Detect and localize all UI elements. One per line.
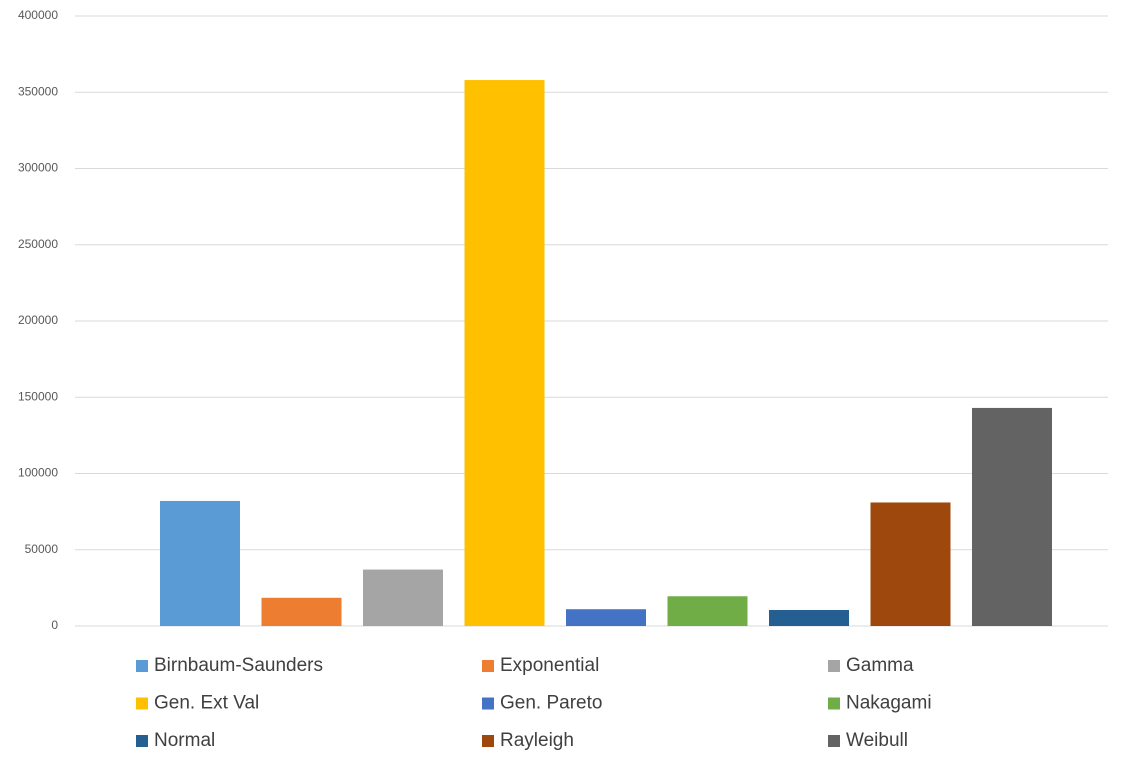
legend-swatch [828,735,840,747]
y-tick-label: 150000 [18,389,58,403]
y-tick-label: 350000 [18,84,58,98]
bar [363,569,443,626]
bar [261,597,342,626]
legend-label: Normal [154,730,215,751]
y-tick-label: 200000 [18,313,58,327]
legend-swatch [828,660,840,672]
legend-label: Gamma [846,655,914,676]
bar [870,502,951,626]
legend-label: Rayleigh [500,730,574,751]
legend-label: Gen. Ext Val [154,693,259,714]
y-tick-label: 0 [51,618,58,632]
bar [667,596,748,626]
legend-swatch [482,735,494,747]
y-tick-label: 250000 [18,237,58,251]
legend-label: Weibull [846,730,908,751]
bar [464,80,545,627]
y-tick-label: 50000 [25,542,59,556]
legend-swatch [828,697,840,710]
legend-swatch [136,660,148,672]
legend-label: Gen. Pareto [500,693,602,714]
bar [566,609,646,626]
legend-swatch [482,660,494,672]
legend-swatch [136,697,148,710]
legend-swatch [482,697,494,710]
y-tick-label: 400000 [18,8,58,22]
legend-swatch [136,735,148,747]
bar [769,609,849,626]
legend-label: Nakagami [846,693,932,714]
y-tick-label: 100000 [18,466,58,480]
y-tick-label: 300000 [18,161,58,175]
legend-label: Exponential [500,655,599,676]
legend-label: Birnbaum-Saunders [154,655,323,676]
bar [160,500,240,626]
bar [972,407,1052,626]
